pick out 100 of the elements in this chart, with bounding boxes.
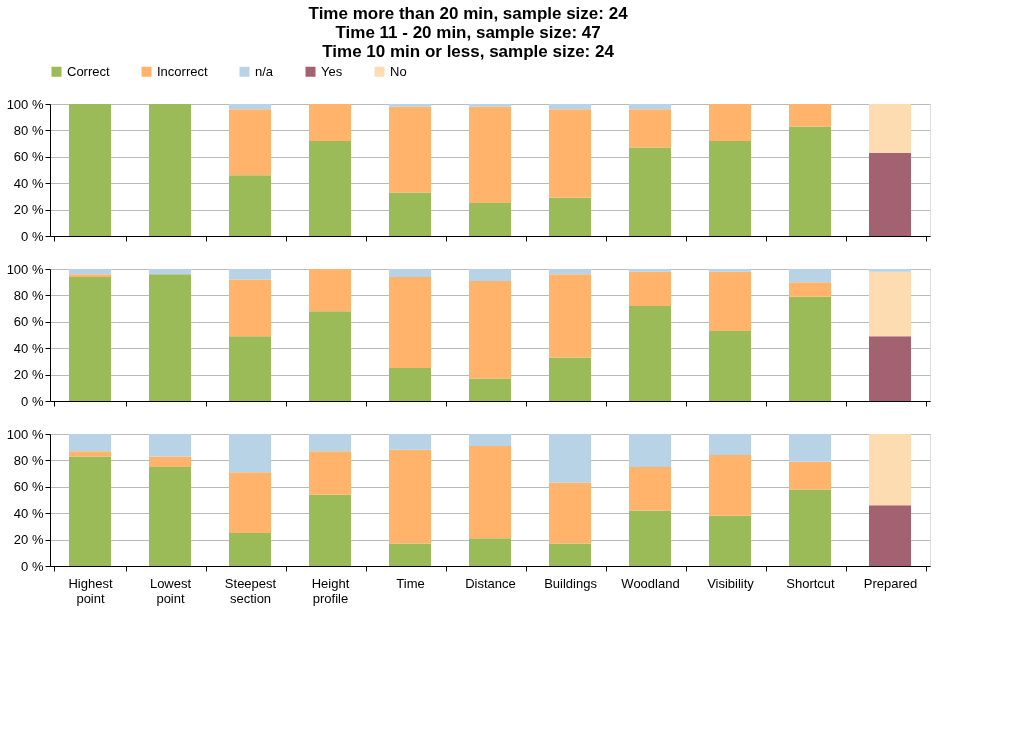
y-tick-label: 60 % (13, 149, 44, 165)
bar (309, 140, 351, 236)
x-tick-label: Visibility (707, 575, 755, 591)
bar (789, 461, 831, 490)
bar (869, 434, 911, 506)
bar (229, 434, 271, 473)
bar (549, 434, 591, 483)
bar (389, 368, 431, 401)
bar (789, 489, 831, 566)
bar (549, 357, 591, 401)
bar (869, 104, 911, 153)
bar (549, 197, 591, 236)
bar (309, 434, 351, 452)
bar (149, 456, 191, 467)
bar (629, 510, 671, 566)
x-tick-label: Highest point (68, 575, 113, 606)
y-tick-label: 20 % (13, 367, 44, 383)
bar (549, 274, 591, 358)
bar (709, 140, 751, 236)
bar (389, 434, 431, 450)
bar (229, 472, 271, 533)
bar (149, 274, 191, 401)
bar (549, 109, 591, 198)
bar (869, 269, 911, 272)
x-tick-label: Time (396, 575, 425, 591)
bar (149, 269, 191, 275)
x-tick-label: Shortcut (786, 575, 836, 591)
bar (789, 269, 831, 283)
legend-label: Incorrect (157, 63, 208, 79)
x-tick-label: Steepest section (224, 575, 277, 606)
bar (149, 104, 191, 236)
bar (709, 331, 751, 401)
y-tick-label: 80 % (13, 287, 44, 303)
bar (469, 269, 511, 281)
y-tick-label: 60 % (13, 314, 44, 330)
bar (389, 104, 431, 107)
bar (629, 109, 671, 148)
bar (389, 276, 431, 368)
bar (229, 533, 271, 566)
bar (389, 269, 431, 277)
y-tick-label: 20 % (13, 532, 44, 548)
bar (389, 192, 431, 236)
bar (709, 455, 751, 516)
bar (149, 434, 191, 457)
x-tick-label: Woodland (621, 575, 680, 591)
bar (229, 109, 271, 176)
bar (549, 482, 591, 544)
bar (709, 271, 751, 332)
bar (229, 104, 271, 110)
bar (229, 269, 271, 280)
bar (469, 104, 511, 107)
bar (789, 296, 831, 401)
y-tick-label: 60 % (13, 479, 44, 495)
bar (629, 269, 671, 272)
bar (229, 279, 271, 337)
bar (469, 378, 511, 401)
bar (69, 276, 111, 401)
bar (389, 543, 431, 566)
bar (469, 538, 511, 566)
bar (309, 104, 351, 141)
bar (629, 305, 671, 401)
bar (69, 104, 111, 236)
bar (709, 515, 751, 566)
bar (549, 104, 591, 110)
bar (389, 106, 431, 193)
bar (69, 456, 111, 566)
bar (469, 445, 511, 539)
bar (389, 449, 431, 544)
bar (869, 336, 911, 401)
y-tick-label: 0 % (21, 228, 44, 244)
y-tick-label: 80 % (13, 122, 44, 138)
bar (229, 336, 271, 401)
legend-label: No (390, 63, 407, 79)
x-tick-label: Prepared (863, 575, 918, 591)
bar (469, 280, 511, 379)
bar (469, 203, 511, 236)
bar (629, 104, 671, 110)
legend-label: n/a (255, 63, 274, 79)
bar (309, 494, 351, 566)
y-tick-label: 0 % (21, 558, 44, 574)
y-tick-label: 100 % (6, 96, 44, 112)
bar (789, 126, 831, 236)
bar (709, 269, 751, 272)
bar (709, 104, 751, 141)
y-tick-label: 40 % (13, 340, 44, 356)
y-tick-label: 20 % (13, 202, 44, 218)
bar (549, 543, 591, 566)
bar (709, 434, 751, 456)
legend-label: Correct (67, 63, 111, 79)
x-tick-label: Distance (465, 575, 516, 591)
y-tick-label: 100 % (6, 261, 44, 277)
bar (149, 467, 191, 566)
bar (629, 147, 671, 236)
bar (869, 152, 911, 236)
y-tick-label: 100 % (6, 426, 44, 442)
bar (469, 434, 511, 446)
bar (309, 269, 351, 312)
bar (629, 434, 671, 467)
bar (789, 104, 831, 127)
legend-label: Yes (321, 63, 343, 79)
